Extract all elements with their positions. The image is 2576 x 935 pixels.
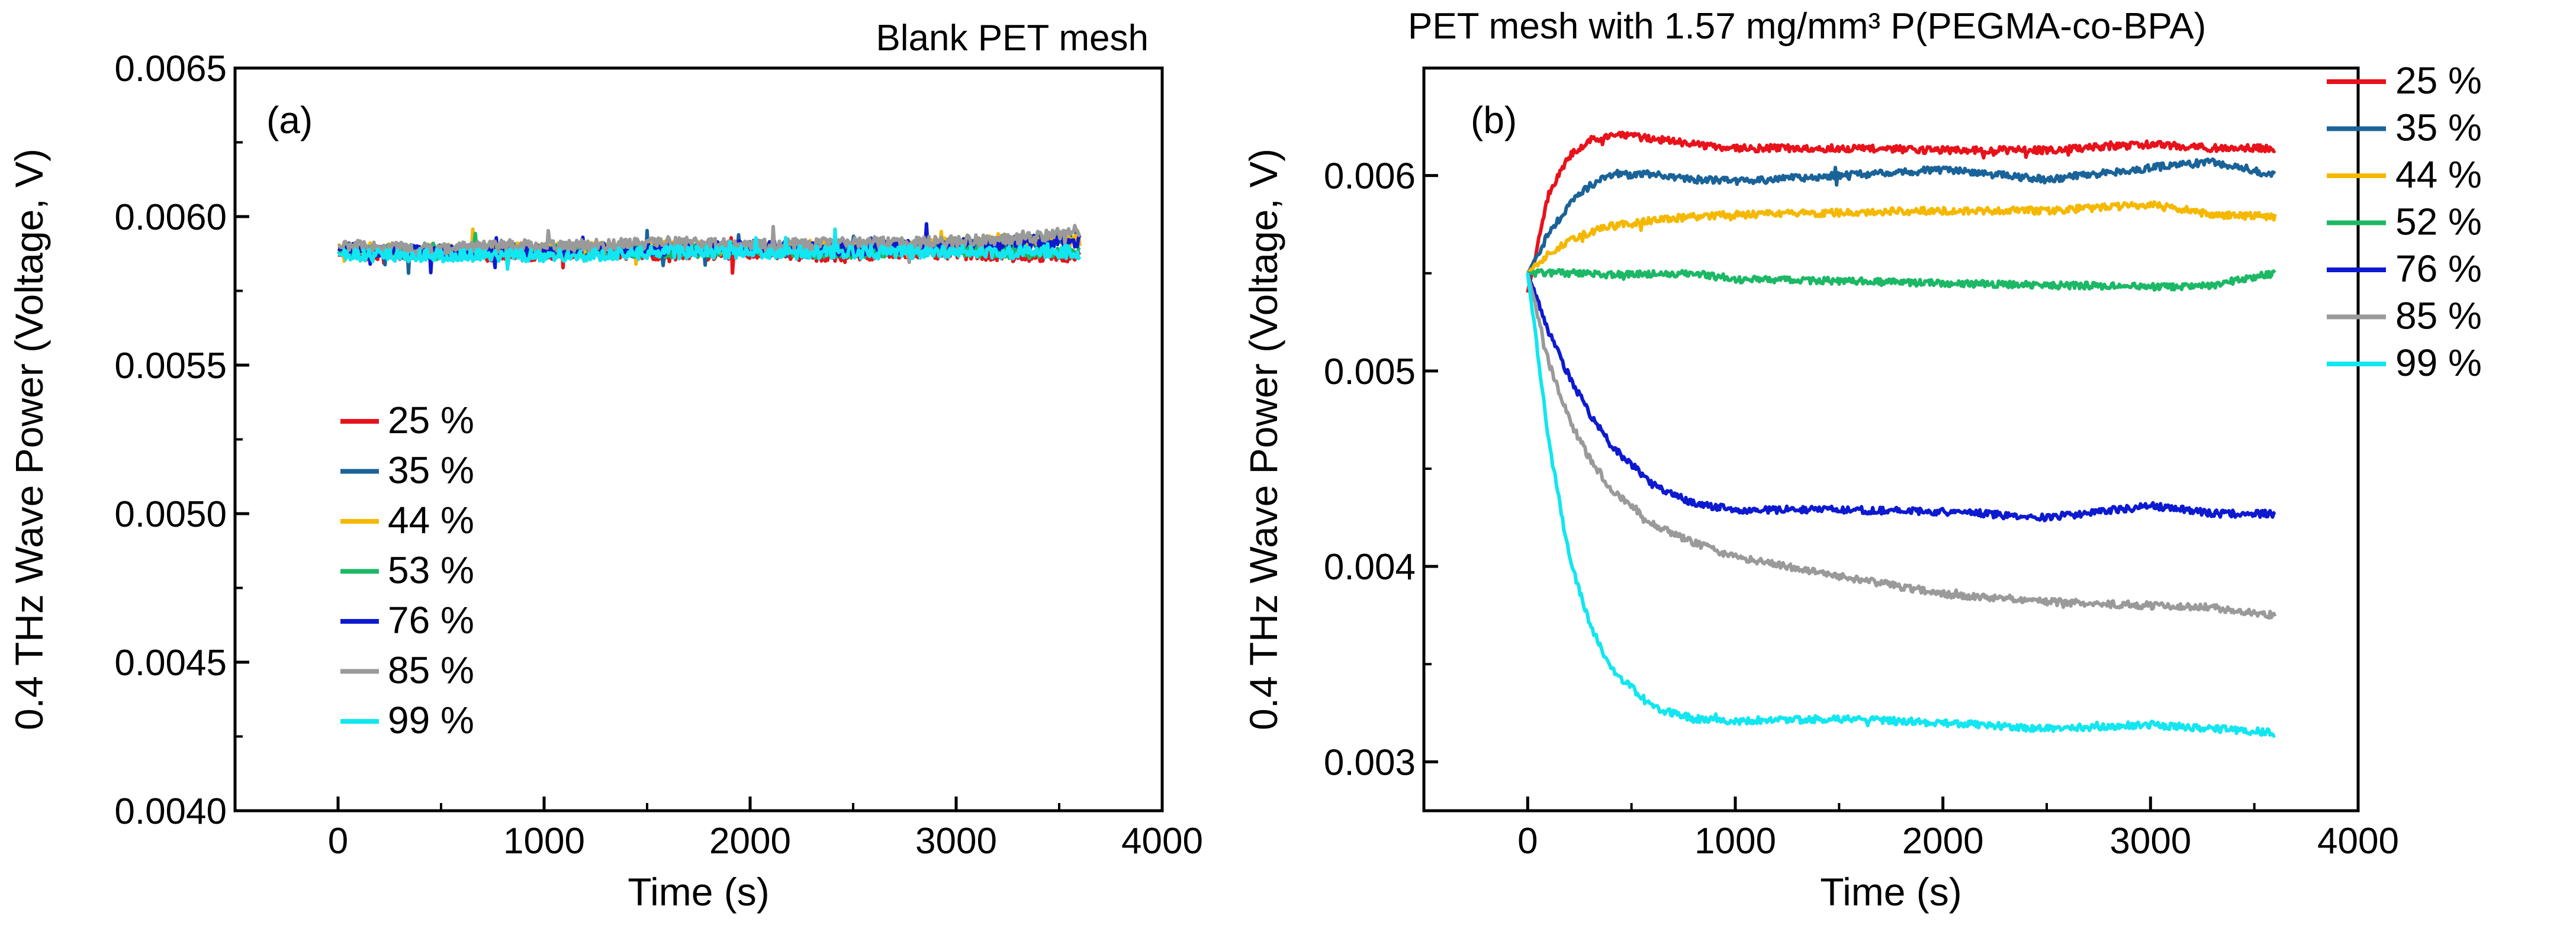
series-line-76 xyxy=(1526,272,2276,523)
y-tick-label: 0.0060 xyxy=(114,197,227,238)
y-tick-label: 0.0045 xyxy=(114,643,227,683)
legend-label: 35 % xyxy=(2395,107,2482,149)
legend-label: 35 % xyxy=(388,449,474,492)
legend-label: 25 % xyxy=(2395,59,2482,102)
series-line-52 xyxy=(1527,267,2276,292)
y-tick-label: 0.006 xyxy=(1324,156,1416,197)
legend: 25 % 35 % 44 % 53 % 76 % 85 % 99 % xyxy=(340,399,474,741)
panel-label: (a) xyxy=(266,99,313,141)
legend-label: 53 % xyxy=(388,549,474,592)
x-tick-label: 3000 xyxy=(2109,821,2191,862)
y-axis-title: 0.4 THz Wave Power (Voltage, V) xyxy=(1242,149,1285,730)
x-tick-label: 1000 xyxy=(503,821,585,862)
x-tick-label: 1000 xyxy=(1694,821,1776,862)
y-tick-label: 0.0065 xyxy=(114,49,227,89)
series-line-35 xyxy=(1526,157,2276,275)
y-tick-label: 0.0040 xyxy=(114,791,227,832)
x-tick-label: 0 xyxy=(1517,821,1538,862)
panel-label: (b) xyxy=(1471,99,1517,141)
chart-title: Blank PET mesh xyxy=(876,18,1149,59)
x-tick-label: 2000 xyxy=(709,821,791,862)
plot-frame xyxy=(1422,66,2360,813)
series-line-99 xyxy=(337,227,1082,271)
series-group xyxy=(336,222,1082,275)
series-line-44 xyxy=(1526,200,2277,275)
legend-label: 76 % xyxy=(388,599,474,641)
legend-label: 76 % xyxy=(2395,247,2482,290)
legend-label: 52 % xyxy=(2395,201,2482,243)
y-tick-label: 0.0050 xyxy=(114,494,227,535)
y-tick-label: 0.005 xyxy=(1324,352,1416,392)
series-group xyxy=(1526,130,2277,738)
x-tick-label: 3000 xyxy=(915,821,997,862)
legend-label: 85 % xyxy=(388,649,474,692)
x-axis-title: Time (s) xyxy=(628,870,770,914)
series-line-99 xyxy=(1526,272,2276,738)
series-line-85 xyxy=(1526,272,2277,620)
legend-label: 99 % xyxy=(2395,341,2482,384)
chart-title: PET mesh with 1.57 mg/mm³ P(PEGMA-co-BPA… xyxy=(1408,6,2206,47)
y-tick-label: 0.003 xyxy=(1324,742,1416,783)
legend-label: 44 % xyxy=(388,499,474,541)
x-axis-title: Time (s) xyxy=(1820,870,1962,914)
y-tick-label: 0.004 xyxy=(1324,547,1416,588)
x-tick-label: 4000 xyxy=(1121,821,1203,862)
y-tick-label: 0.0055 xyxy=(114,346,227,386)
chart-panel-a: Blank PET mesh 0 1000 2000 3000 4000 0.0040 0.0… xyxy=(7,18,1203,914)
x-tick-label: 4000 xyxy=(2317,821,2399,862)
x-tick-label: 0 xyxy=(328,821,348,862)
legend-label: 25 % xyxy=(388,399,474,441)
legend: 25 % 35 %44 % 52 %76 % 85 %99 % xyxy=(2327,59,2482,384)
x-tick-label: 2000 xyxy=(1902,821,1984,862)
series-line-25 xyxy=(1526,130,2276,293)
legend-label: 85 % xyxy=(2395,295,2482,337)
y-axis-title: 0.4 THz Wave Power (Voltage, V) xyxy=(7,149,51,730)
legend-label: 99 % xyxy=(388,699,474,741)
legend-label: 44 % xyxy=(2395,153,2482,196)
chart-panel-b: PET mesh with 1.57 mg/mm³ P(PEGMA-co-BPA… xyxy=(1242,6,2482,914)
